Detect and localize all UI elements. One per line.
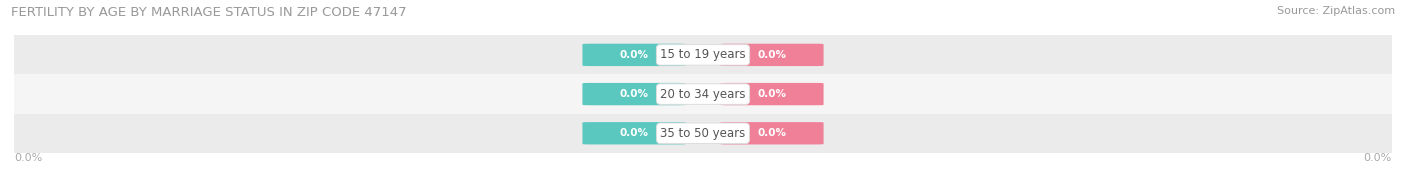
- Text: 0.0%: 0.0%: [620, 89, 648, 99]
- FancyBboxPatch shape: [582, 122, 686, 144]
- FancyBboxPatch shape: [720, 83, 824, 105]
- Text: 35 to 50 years: 35 to 50 years: [661, 127, 745, 140]
- FancyBboxPatch shape: [582, 83, 686, 105]
- Text: 0.0%: 0.0%: [758, 128, 786, 138]
- FancyBboxPatch shape: [582, 44, 686, 66]
- Text: 0.0%: 0.0%: [620, 50, 648, 60]
- Text: 0.0%: 0.0%: [758, 89, 786, 99]
- Bar: [14, 74, 1392, 114]
- Text: FERTILITY BY AGE BY MARRIAGE STATUS IN ZIP CODE 47147: FERTILITY BY AGE BY MARRIAGE STATUS IN Z…: [11, 6, 406, 19]
- Text: 0.0%: 0.0%: [14, 153, 42, 163]
- Text: 0.0%: 0.0%: [1364, 153, 1392, 163]
- Bar: [14, 114, 1392, 153]
- FancyBboxPatch shape: [720, 44, 824, 66]
- Text: 20 to 34 years: 20 to 34 years: [661, 88, 745, 101]
- Text: 0.0%: 0.0%: [620, 128, 648, 138]
- Bar: [14, 35, 1392, 74]
- Text: 15 to 19 years: 15 to 19 years: [661, 48, 745, 61]
- FancyBboxPatch shape: [720, 122, 824, 144]
- Text: Source: ZipAtlas.com: Source: ZipAtlas.com: [1277, 6, 1395, 16]
- Text: 0.0%: 0.0%: [758, 50, 786, 60]
